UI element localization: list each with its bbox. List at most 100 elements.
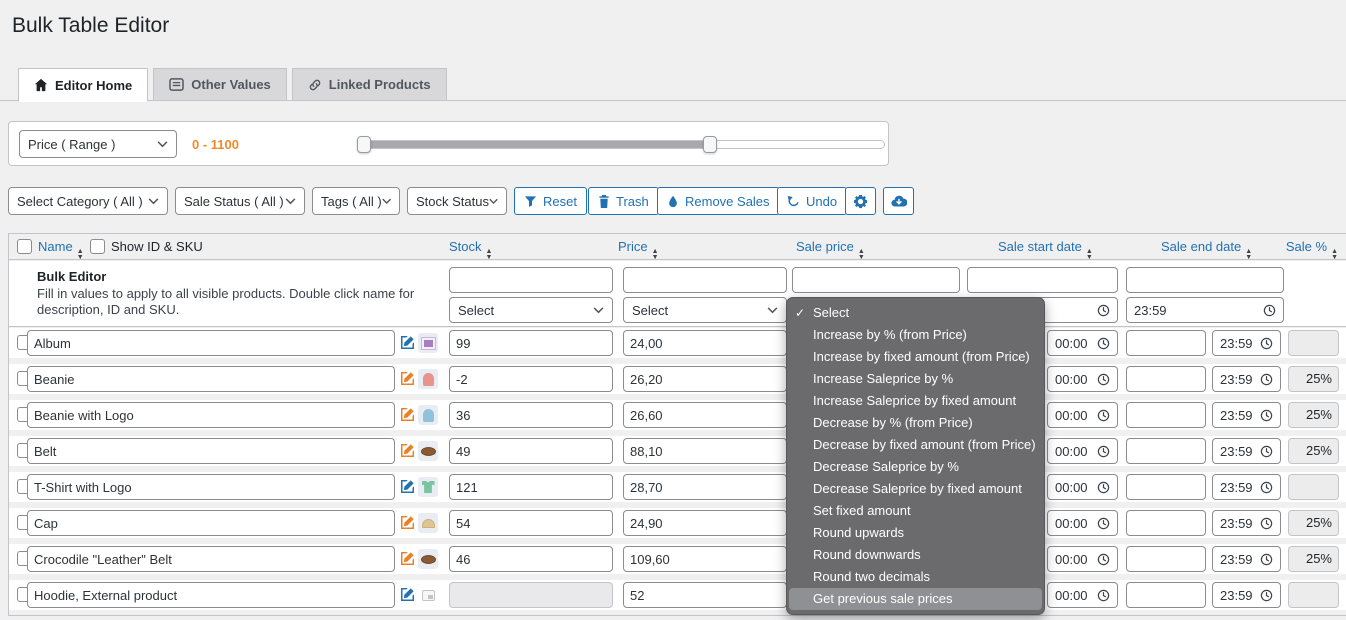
slider-thumb-high[interactable]	[703, 136, 717, 153]
slider-thumb-low[interactable]	[357, 136, 371, 153]
price-input[interactable]	[623, 330, 787, 356]
select-all-checkbox[interactable]	[17, 239, 32, 254]
stock-input[interactable]	[449, 330, 613, 356]
menu-item[interactable]: Increase by % (from Price)	[787, 324, 1044, 346]
remove-sales-button[interactable]: Remove Sales	[657, 187, 780, 215]
sale-start-time-input[interactable]: 00:00	[1047, 582, 1118, 608]
header-sale-start-date[interactable]: Sale start date▲▼	[998, 239, 1093, 260]
bulk-sale-end-time-input[interactable]: 23:59	[1126, 297, 1284, 323]
sale-status-select[interactable]: Sale Status ( All )	[175, 187, 305, 215]
menu-item[interactable]: Set fixed amount	[787, 500, 1044, 522]
menu-item[interactable]: Decrease by % (from Price)	[787, 412, 1044, 434]
product-name-input[interactable]	[27, 582, 395, 608]
header-name[interactable]: Name▲▼	[38, 239, 84, 260]
menu-item[interactable]: Increase Saleprice by fixed amount	[787, 390, 1044, 412]
sale-end-time-input[interactable]: 23:59	[1212, 546, 1281, 572]
product-name-input[interactable]	[27, 366, 395, 392]
sale-start-time-input[interactable]: 00:00	[1047, 402, 1118, 428]
header-price[interactable]: Price▲▼	[618, 239, 659, 260]
sale-end-date-input[interactable]	[1126, 582, 1206, 608]
menu-item[interactable]: Round downwards	[787, 544, 1044, 566]
edit-icon[interactable]	[400, 479, 416, 495]
sale-start-time-input[interactable]: 00:00	[1047, 330, 1118, 356]
bulk-price-input[interactable]	[623, 267, 787, 293]
sale-start-time-input[interactable]: 00:00	[1047, 474, 1118, 500]
price-input[interactable]	[623, 582, 787, 608]
tab-other-values[interactable]: Other Values	[153, 68, 286, 101]
stock-input[interactable]	[449, 402, 613, 428]
header-stock[interactable]: Stock▲▼	[449, 239, 492, 260]
bulk-sale-end-date-input[interactable]	[1126, 267, 1284, 293]
price-input[interactable]	[623, 474, 787, 500]
bulk-stock-input[interactable]	[449, 267, 613, 293]
bulk-stock-action-select[interactable]: Select	[449, 297, 613, 323]
undo-button[interactable]: Undo	[777, 187, 847, 215]
menu-item[interactable]: Round two decimals	[787, 566, 1044, 588]
price-input[interactable]	[623, 438, 787, 464]
sale-end-time-input[interactable]: 23:59	[1212, 402, 1281, 428]
sale-end-date-input[interactable]	[1126, 474, 1206, 500]
sale-start-time-input[interactable]: 00:00	[1047, 546, 1118, 572]
stock-input[interactable]	[449, 582, 613, 608]
sale-start-time-input[interactable]: 00:00	[1047, 366, 1118, 392]
bulk-sale-price-input[interactable]	[792, 267, 960, 293]
stock-input[interactable]	[449, 474, 613, 500]
price-input[interactable]	[623, 510, 787, 536]
bulk-sale-start-date-input[interactable]	[967, 267, 1118, 293]
edit-icon[interactable]	[400, 371, 416, 387]
sale-end-date-input[interactable]	[1126, 402, 1206, 428]
cloud-download-button[interactable]	[883, 187, 914, 215]
tags-select[interactable]: Tags ( All )	[312, 187, 400, 215]
category-select[interactable]: Select Category ( All )	[8, 187, 168, 215]
sale-end-time-input[interactable]: 23:59	[1212, 582, 1281, 608]
range-field-select[interactable]: Price ( Range )	[19, 130, 177, 158]
sale-end-date-input[interactable]	[1126, 330, 1206, 356]
reset-button[interactable]: Reset	[514, 187, 587, 215]
stock-input[interactable]	[449, 366, 613, 392]
header-sale-price[interactable]: Sale price▲▼	[796, 239, 865, 260]
edit-icon[interactable]	[400, 551, 416, 567]
menu-item[interactable]: Round upwards	[787, 522, 1044, 544]
menu-item[interactable]: Get previous sale prices	[789, 588, 1042, 610]
sale-end-date-input[interactable]	[1126, 366, 1206, 392]
sale-start-time-input[interactable]: 00:00	[1047, 438, 1118, 464]
edit-icon[interactable]	[400, 335, 416, 351]
sale-start-time-input[interactable]: 00:00	[1047, 510, 1118, 536]
stock-status-select[interactable]: Stock Status	[407, 187, 507, 215]
stock-input[interactable]	[449, 510, 613, 536]
tab-linked-products[interactable]: Linked Products	[292, 68, 447, 101]
sale-end-time-input[interactable]: 23:59	[1212, 366, 1281, 392]
trash-button[interactable]: Trash	[588, 187, 659, 215]
sale-end-date-input[interactable]	[1126, 438, 1206, 464]
sale-end-date-input[interactable]	[1126, 546, 1206, 572]
edit-icon[interactable]	[400, 587, 416, 603]
header-sale-pct[interactable]: Sale %▲▼	[1286, 239, 1338, 260]
sale-end-time-input[interactable]: 23:59	[1212, 438, 1281, 464]
price-input[interactable]	[623, 366, 787, 392]
edit-icon[interactable]	[400, 515, 416, 531]
product-name-input[interactable]	[27, 402, 395, 428]
price-input[interactable]	[623, 402, 787, 428]
price-range-slider[interactable]	[357, 140, 885, 149]
product-name-input[interactable]	[27, 510, 395, 536]
product-name-input[interactable]	[27, 474, 395, 500]
header-sale-end-date[interactable]: Sale end date▲▼	[1161, 239, 1252, 260]
show-id-sku-checkbox[interactable]	[90, 239, 105, 254]
product-name-input[interactable]	[27, 546, 395, 572]
bulk-price-action-select[interactable]: Select	[623, 297, 787, 323]
menu-item[interactable]: Decrease by fixed amount (from Price)	[787, 434, 1044, 456]
settings-button[interactable]	[845, 187, 876, 215]
stock-input[interactable]	[449, 546, 613, 572]
menu-item[interactable]: Increase by fixed amount (from Price)	[787, 346, 1044, 368]
edit-icon[interactable]	[400, 407, 416, 423]
sale-end-time-input[interactable]: 23:59	[1212, 510, 1281, 536]
menu-item[interactable]: Decrease Saleprice by %	[787, 456, 1044, 478]
sale-end-date-input[interactable]	[1126, 510, 1206, 536]
menu-item[interactable]: Decrease Saleprice by fixed amount	[787, 478, 1044, 500]
menu-item[interactable]: Select	[787, 302, 1044, 324]
menu-item[interactable]: Increase Saleprice by %	[787, 368, 1044, 390]
stock-input[interactable]	[449, 438, 613, 464]
sale-end-time-input[interactable]: 23:59	[1212, 474, 1281, 500]
product-name-input[interactable]	[27, 330, 395, 356]
product-name-input[interactable]	[27, 438, 395, 464]
